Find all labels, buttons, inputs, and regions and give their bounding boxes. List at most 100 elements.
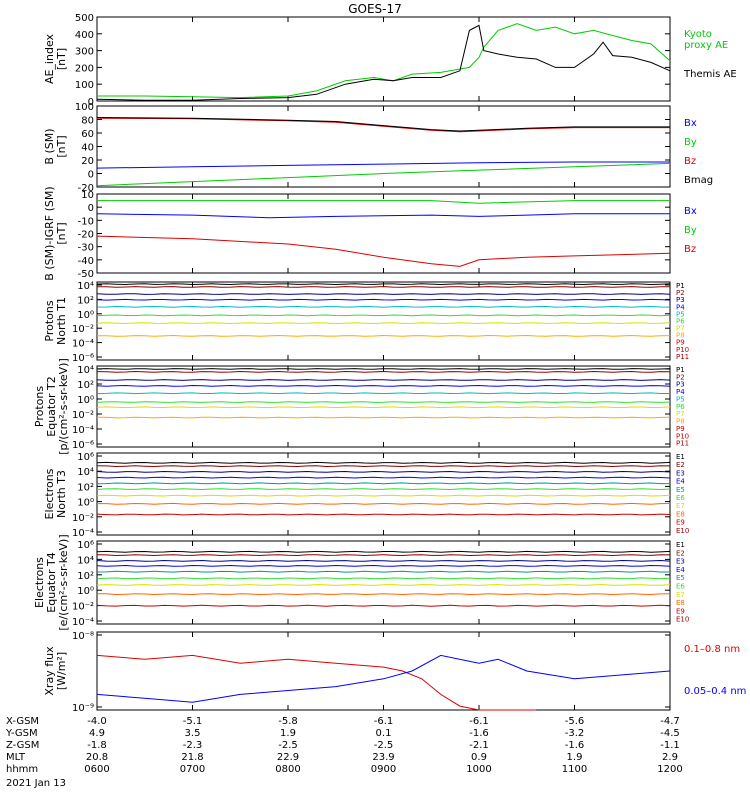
legend-label: E7	[676, 591, 685, 599]
series-line	[96, 654, 537, 711]
legend-label: E8	[676, 510, 685, 518]
series-line	[96, 564, 671, 567]
series-line	[96, 370, 671, 373]
series-line	[96, 570, 670, 573]
y-tick-label: 10⁻⁶	[72, 353, 94, 364]
series-line	[96, 465, 671, 468]
y-tick-label: 10⁻⁹	[72, 703, 94, 714]
series-line	[96, 305, 671, 308]
legend-label: E5	[676, 486, 685, 494]
series-line	[97, 200, 670, 204]
legend-label: P3	[676, 296, 685, 304]
y-tick-label: 100	[75, 80, 94, 91]
x-axis-value: -4.0	[87, 716, 107, 727]
legend-label: P2	[676, 289, 685, 297]
y-tick-label: -30	[78, 243, 94, 254]
series-line	[97, 23, 671, 99]
legend-label: E6	[676, 494, 685, 502]
series-line	[96, 406, 671, 409]
x-axis-value: 2.9	[662, 752, 678, 763]
y-tick-label: 500	[75, 13, 94, 24]
y-tick-label: 10⁴	[77, 365, 94, 376]
x-axis-value: -6.1	[374, 716, 394, 727]
x-axis-value: -5.6	[565, 716, 585, 727]
series-line	[96, 392, 670, 395]
y-tick-label: 10⁰	[77, 310, 94, 321]
series-line	[96, 513, 671, 516]
y-axis-label: B (SM)	[43, 128, 56, 164]
legend-label: P5	[676, 310, 685, 318]
y-tick-label: 0	[88, 203, 94, 214]
y-tick-label: 10²	[77, 380, 94, 391]
series-line	[96, 286, 670, 288]
x-axis-value: 1200	[657, 764, 682, 775]
series-line	[96, 117, 670, 133]
x-axis-value: 21.8	[181, 752, 203, 763]
series-line	[96, 368, 671, 370]
x-axis-value: 23.9	[372, 752, 394, 763]
y-tick-label: -40	[78, 256, 94, 267]
x-axis-value: -5.1	[183, 716, 203, 727]
series-line	[96, 293, 671, 295]
y-tick-label: -20	[78, 183, 94, 194]
y-tick-label: 10⁶	[77, 452, 94, 463]
legend-label: E4	[676, 478, 685, 486]
series-line	[96, 162, 671, 187]
y-axis-label: Electrons	[33, 557, 46, 608]
x-axis-value: -1.1	[660, 740, 680, 751]
panel-4: 10⁴ 10² 10⁰ 10⁻² 10⁻⁴ 10⁻⁶ Protons North T1 P1P2…	[43, 281, 689, 364]
series-line	[97, 416, 671, 419]
legend-label: By	[684, 225, 697, 236]
legend-label: P4	[676, 303, 685, 311]
x-axis-value: 0900	[371, 764, 396, 775]
x-axis-row-label: Z-GSM	[6, 740, 39, 751]
y-tick-label: 10⁻⁶	[72, 440, 94, 451]
series-line	[96, 494, 671, 497]
x-axis-value: 1100	[562, 764, 587, 775]
legend-label: P7	[676, 325, 685, 333]
panel-frame	[96, 365, 671, 448]
legend-label: Bz	[684, 244, 696, 255]
y-axis-label: [e/(cm²-s-sr-keV)]	[57, 534, 70, 630]
legend-label: P1	[676, 282, 685, 290]
y-axis-label: Equator T2	[45, 376, 58, 436]
legend-label: E9	[676, 519, 685, 527]
legend-label: P4	[676, 388, 685, 396]
y-axis-label: Electrons	[43, 468, 56, 519]
x-axis-value: 1.9	[567, 752, 583, 763]
x-axis-value: -1.8	[87, 740, 107, 751]
y-tick-label: 300	[75, 47, 94, 58]
y-axis-label: [W/m²]	[55, 652, 68, 690]
series-line	[96, 488, 671, 491]
legend-label: P5	[676, 395, 685, 403]
series-line	[96, 554, 671, 557]
x-axis-value: -1.6	[469, 728, 489, 739]
legend-label: P7	[676, 410, 685, 418]
y-tick-label: 10	[81, 190, 94, 201]
y-tick-label: 10⁻⁸	[72, 631, 94, 642]
y-tick-label: 10⁻²	[72, 410, 94, 421]
panel-2: 100 80 60 40 20 0 -20 B (SM) [nT] Bx By Bz Bmag	[43, 102, 713, 194]
legend-label: P10	[676, 432, 689, 440]
x-axis-row-label: MLT	[6, 752, 26, 763]
y-tick-label: 200	[75, 63, 94, 74]
y-axis-label: AE_index	[43, 33, 56, 84]
series-line	[96, 24, 671, 101]
x-axis-value: -6.1	[469, 716, 489, 727]
x-axis-value: 0600	[84, 764, 109, 775]
y-tick-label: 10⁻⁴	[72, 339, 94, 350]
legend-label: E3	[676, 469, 685, 477]
series-line	[96, 604, 671, 607]
series-line	[96, 654, 671, 703]
x-axis-value: -4.7	[660, 716, 680, 727]
legend-label: P10	[676, 346, 689, 354]
legend-label: E1	[676, 541, 685, 549]
legend-label: P9	[676, 339, 685, 347]
series-line	[96, 476, 671, 479]
y-axis-label: Protons	[33, 386, 46, 427]
legend-label: E9	[676, 607, 685, 615]
series-line	[97, 593, 671, 596]
legend-label: E4	[676, 566, 685, 574]
chart-title: GOES-17	[348, 2, 402, 16]
